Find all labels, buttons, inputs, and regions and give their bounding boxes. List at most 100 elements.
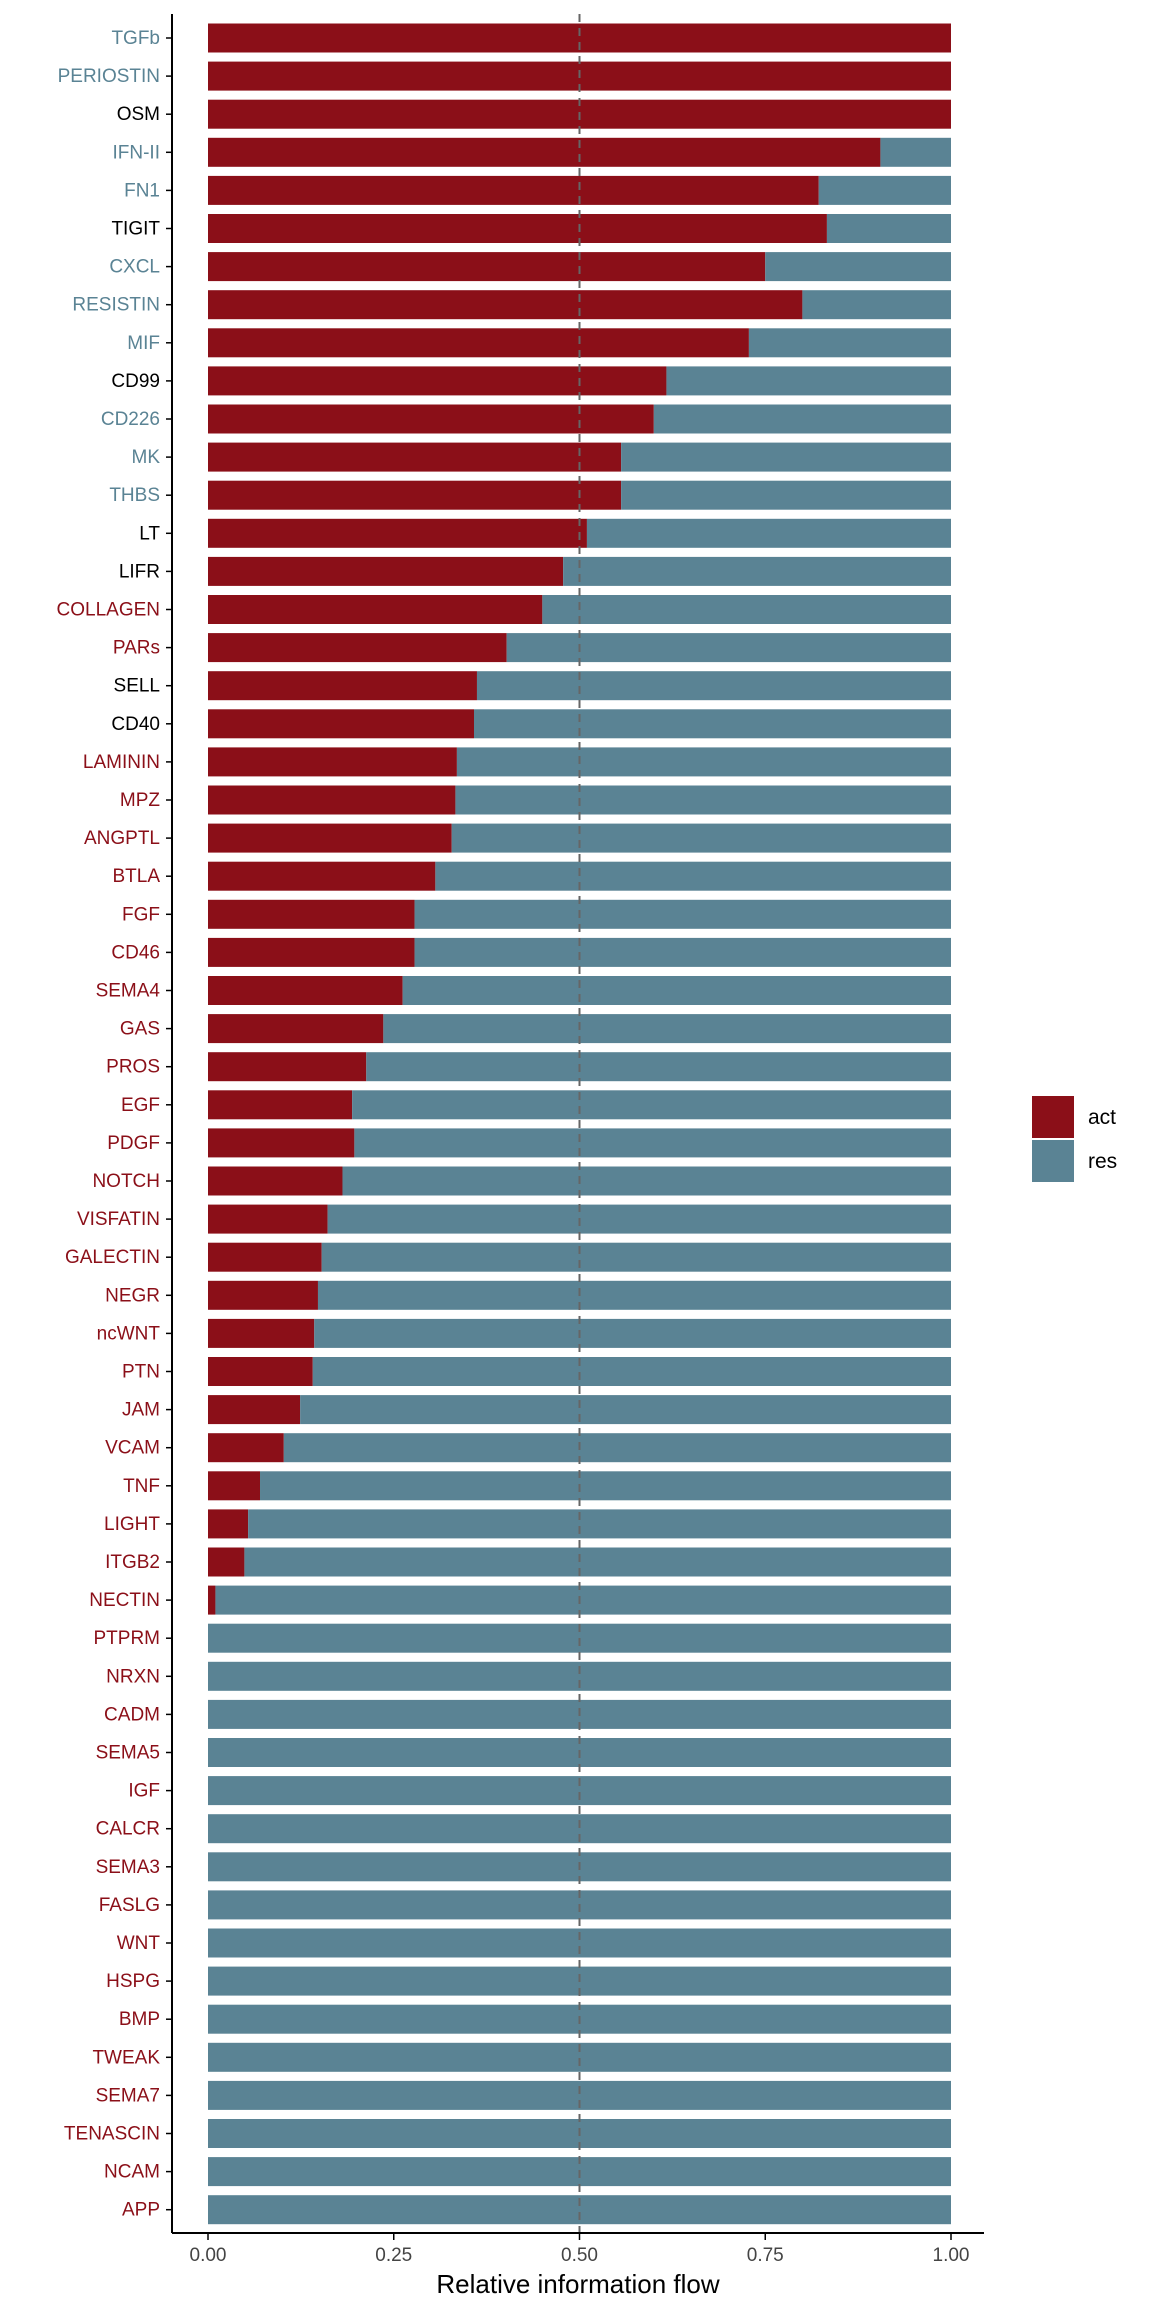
bar-act-lifr — [208, 556, 564, 586]
x-tick-label: 1.00 — [933, 2245, 970, 2266]
y-tick-label-sema3: SEMA3 — [96, 1857, 160, 1878]
y-tick-label-ncam: NCAM — [104, 2162, 160, 2183]
bar-res-ncwnt — [314, 1318, 951, 1348]
y-tick-label-thbs: THBS — [109, 485, 160, 506]
bar-act-fgf — [208, 899, 415, 929]
x-ticks: 0.00 0.25 0.50 0.75 1.00 — [190, 2233, 970, 2266]
y-tick-label-pros: PROS — [106, 1057, 160, 1078]
y-tick-label-lt: LT — [139, 523, 160, 544]
y-tick-label-tigit: TIGIT — [111, 219, 160, 240]
bar-act-fn1 — [208, 175, 819, 205]
bar-act-jam — [208, 1395, 301, 1425]
bar-act-thbs — [208, 480, 622, 510]
bar-act-btla — [208, 861, 436, 891]
bar-act-ncwnt — [208, 1318, 315, 1348]
y-tick-label-vcam: VCAM — [105, 1438, 160, 1459]
bar-res-lifr — [563, 556, 951, 586]
bar-res-visfatin — [327, 1204, 951, 1234]
y-tick-label-mpz: MPZ — [120, 790, 161, 811]
bar-res-nectin — [215, 1585, 951, 1615]
bar-act-egf — [208, 1090, 353, 1120]
y-tick-label-nectin: NECTIN — [89, 1590, 160, 1611]
bar-res-resistin — [802, 290, 951, 320]
bar-res-galectin — [321, 1242, 952, 1272]
y-tick-label-itgb2: ITGB2 — [105, 1552, 160, 1573]
bar-res-laminin — [456, 747, 951, 777]
bar-res-notch — [342, 1166, 951, 1196]
bar-act-ptn — [208, 1357, 313, 1386]
bar-res-tnf — [260, 1471, 951, 1501]
y-tick-label-gas: GAS — [120, 1019, 160, 1040]
y-tick-label-cd46: CD46 — [111, 942, 160, 963]
bar-act-ifn-ii — [208, 137, 881, 167]
bar-res-fn1 — [818, 175, 951, 205]
bar-res-fgf — [414, 899, 952, 929]
bar-res-ifn-ii — [880, 137, 951, 167]
bar-act-tnf — [208, 1471, 261, 1501]
y-tick-label-cxcl: CXCL — [109, 257, 160, 278]
bar-res-mk — [621, 442, 951, 472]
bar-res-gas — [383, 1014, 951, 1044]
bar-res-pdgf — [354, 1128, 952, 1158]
y-tick-label-angptl: ANGPTL — [84, 828, 160, 849]
bar-res-itgb2 — [244, 1547, 952, 1577]
axes — [171, 14, 984, 2234]
bar-act-cxcl — [208, 252, 766, 282]
y-tick-label-mif: MIF — [127, 333, 160, 354]
bar-act-pros — [208, 1052, 367, 1082]
y-tick-label-fgf: FGF — [122, 904, 160, 925]
bar-act-cd46 — [208, 937, 415, 967]
bar-res-tigit — [826, 214, 951, 243]
bar-res-thbs — [621, 480, 951, 510]
bar-act-visfatin — [208, 1204, 328, 1234]
y-tick-label-sema5: SEMA5 — [96, 1743, 160, 1764]
legend-swatch-act — [1032, 1096, 1074, 1138]
bar-act-vcam — [208, 1433, 284, 1463]
y-tick-label-igf: IGF — [128, 1781, 160, 1802]
y-tick-label-ptn: PTN — [122, 1362, 160, 1383]
y-tick-label-negr: NEGR — [105, 1285, 160, 1306]
bar-act-angptl — [208, 823, 452, 853]
y-tick-label-sell: SELL — [114, 676, 160, 697]
y-tick-label-tweak: TWEAK — [92, 2047, 160, 2068]
bar-act-pdgf — [208, 1128, 355, 1158]
y-tick-label-tnf: TNF — [123, 1476, 160, 1497]
y-tick-label-cd40: CD40 — [111, 714, 160, 735]
bar-act-laminin — [208, 747, 457, 777]
y-tick-label-jam: JAM — [122, 1400, 160, 1421]
legend-label-res: res — [1088, 1150, 1117, 1173]
bar-res-mpz — [455, 785, 951, 815]
bar-res-sell — [476, 671, 951, 701]
y-tick-label-mk: MK — [132, 447, 161, 468]
bar-act-resistin — [208, 290, 803, 320]
y-tick-label-visfatin: VISFATIN — [77, 1209, 160, 1230]
legend-label-act: act — [1088, 1106, 1116, 1129]
x-tick-label: 0.75 — [747, 2245, 784, 2266]
bar-act-nectin — [208, 1585, 216, 1615]
bar-act-cd40 — [208, 709, 474, 739]
bar-res-jam — [300, 1395, 952, 1425]
y-tick-label-egf: EGF — [121, 1095, 160, 1116]
bar-res-cd40 — [473, 709, 951, 739]
legend: act res — [1032, 1096, 1117, 1182]
bar-res-negr — [317, 1280, 951, 1310]
bar-act-tigit — [208, 214, 827, 243]
y-tick-label-calcr: CALCR — [96, 1819, 160, 1840]
y-tick-label-osm: OSM — [117, 104, 160, 125]
bar-act-cd99 — [208, 366, 667, 396]
y-tick-label-pdgf: PDGF — [107, 1133, 160, 1154]
y-tick-label-bmp: BMP — [119, 2009, 160, 2030]
bar-act-itgb2 — [208, 1547, 245, 1577]
bar-res-ptn — [312, 1357, 951, 1386]
y-tick-label-cadm: CADM — [104, 1704, 160, 1725]
y-tick-label-fn1: FN1 — [124, 180, 160, 201]
bar-res-cd46 — [414, 937, 952, 967]
bar-act-cd226 — [208, 404, 654, 434]
bar-act-gas — [208, 1014, 384, 1044]
bar-act-lt — [208, 518, 587, 548]
y-tick-label-galectin: GALECTIN — [65, 1247, 160, 1268]
y-tick-label-tenascin: TENASCIN — [64, 2124, 160, 2145]
bar-res-btla — [435, 861, 951, 891]
y-tick-label-nrxn: NRXN — [106, 1666, 160, 1687]
bar-act-galectin — [208, 1242, 322, 1272]
